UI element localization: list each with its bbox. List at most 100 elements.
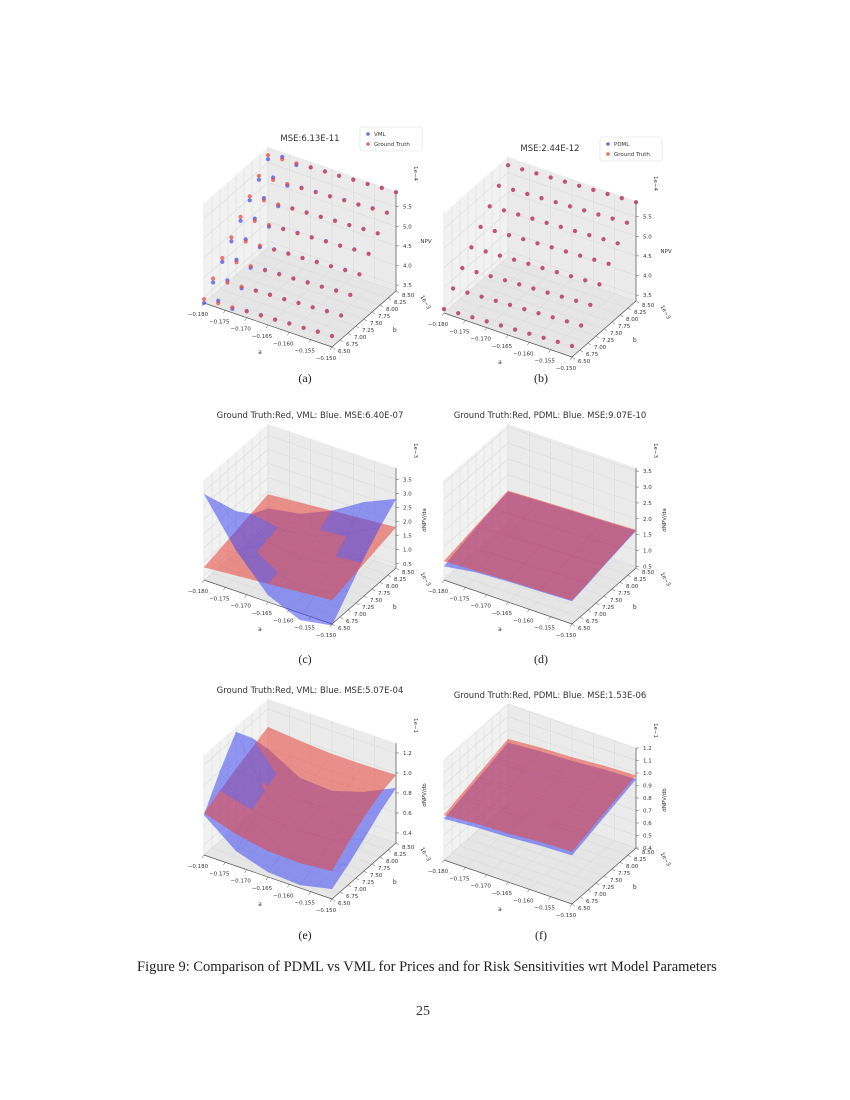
data-point bbox=[365, 181, 370, 187]
data-point bbox=[256, 173, 261, 178]
data-point bbox=[285, 181, 290, 187]
data-point bbox=[536, 311, 541, 316]
b-tick-label: 8.00 bbox=[626, 864, 639, 870]
b-tick-mark bbox=[619, 581, 624, 585]
data-point bbox=[555, 339, 560, 344]
b-tick-mark bbox=[579, 616, 584, 620]
b-tick-label: 6.75 bbox=[586, 619, 599, 625]
z-offset-text: 1e−4 bbox=[412, 166, 418, 181]
a-tick-label: −0.175 bbox=[449, 329, 470, 335]
surface-patch-ground-truth bbox=[587, 520, 637, 548]
a-tick-label: −0.165 bbox=[492, 344, 513, 350]
gridline-z bbox=[443, 211, 637, 269]
data-point bbox=[229, 235, 234, 240]
a-tick-label: −0.150 bbox=[556, 366, 577, 372]
b-tick-label: 7.25 bbox=[602, 338, 615, 344]
z-tick-label: 1.0 bbox=[403, 771, 412, 777]
data-point bbox=[225, 280, 230, 285]
data-point bbox=[553, 200, 558, 205]
data-point bbox=[535, 241, 540, 246]
b-tick-label: 6.75 bbox=[586, 352, 599, 358]
b-tick-label: 7.25 bbox=[362, 328, 375, 334]
z-offset-text: 1e−1 bbox=[412, 718, 418, 733]
gridline-b bbox=[211, 196, 341, 341]
a-tick-label: −0.180 bbox=[188, 312, 209, 318]
data-point bbox=[315, 329, 320, 334]
a-axis-label: a bbox=[258, 626, 262, 633]
data-point bbox=[347, 223, 352, 228]
data-point bbox=[574, 298, 579, 303]
data-point bbox=[252, 218, 257, 224]
z-tick-label: 1.2 bbox=[403, 751, 412, 757]
z-tick-label: 2.5 bbox=[643, 501, 652, 507]
data-point bbox=[451, 286, 456, 291]
b-tick-mark bbox=[595, 602, 600, 606]
data-point bbox=[239, 284, 244, 289]
data-point bbox=[393, 190, 399, 195]
chart-e: Ground Truth:Red, VML: Blue. MSE:5.07E-0… bbox=[188, 686, 432, 914]
data-point bbox=[610, 216, 615, 221]
data-point bbox=[322, 169, 327, 174]
b-tick-label: 7.75 bbox=[618, 591, 631, 597]
b-tick-label: 8.50 bbox=[642, 303, 655, 309]
b-tick-mark bbox=[619, 861, 624, 865]
data-point bbox=[469, 245, 474, 250]
b-tick-mark bbox=[347, 609, 352, 613]
z-tick-label: 0.5 bbox=[643, 834, 652, 840]
b-axis-label: b bbox=[633, 884, 637, 891]
z-axis-label: dNPV/da bbox=[422, 508, 428, 531]
data-point bbox=[272, 247, 277, 252]
a-tick-mark bbox=[441, 859, 445, 864]
b-tick-mark bbox=[371, 588, 376, 592]
z-tick-label: 3.5 bbox=[643, 469, 652, 475]
subplot-f: Ground Truth:Red, PDML: Blue. MSE:1.53E-… bbox=[428, 682, 672, 932]
a-tick-label: −0.180 bbox=[188, 589, 209, 595]
a-tick-mark bbox=[329, 898, 333, 903]
a-tick-mark bbox=[201, 854, 205, 859]
b-tick-mark bbox=[603, 595, 608, 599]
subplot-d: Ground Truth:Red, PDML: Blue. MSE:9.07E-… bbox=[428, 402, 672, 652]
data-point bbox=[521, 237, 526, 242]
data-point bbox=[277, 272, 282, 277]
data-point bbox=[549, 245, 554, 250]
gridline-z bbox=[203, 463, 397, 520]
legend-marker bbox=[366, 132, 370, 136]
b-tick-mark bbox=[603, 328, 608, 332]
subfigure-label-c: (c) bbox=[298, 652, 312, 666]
chart-d: Ground Truth:Red, PDML: Blue. MSE:9.07E-… bbox=[428, 411, 672, 639]
chart-f: Ground Truth:Red, PDML: Blue. MSE:1.53E-… bbox=[428, 691, 672, 919]
z-tick-label: 2.0 bbox=[643, 517, 652, 523]
data-point bbox=[238, 218, 243, 223]
gridline-z bbox=[443, 426, 637, 484]
data-point bbox=[370, 206, 375, 211]
gridline-z bbox=[203, 449, 397, 506]
data-point bbox=[484, 319, 489, 324]
gridline-z bbox=[203, 240, 397, 298]
data-point bbox=[308, 165, 313, 170]
legend: VML Ground Truth bbox=[359, 126, 423, 152]
b-tick-mark bbox=[635, 300, 640, 304]
b-offset-text: 1e−3 bbox=[659, 852, 672, 868]
data-point bbox=[564, 319, 569, 324]
b-tick-label: 7.50 bbox=[370, 321, 383, 327]
data-point bbox=[597, 282, 602, 287]
a-tick-label: −0.180 bbox=[188, 864, 209, 870]
data-point bbox=[262, 268, 268, 273]
z-tick-label: 0.8 bbox=[403, 791, 412, 797]
data-point bbox=[498, 323, 503, 328]
data-point bbox=[253, 288, 258, 293]
gridline-b bbox=[451, 473, 581, 618]
b-tick-mark bbox=[331, 623, 336, 627]
a-tick-label: −0.165 bbox=[492, 891, 513, 897]
surface-patch-vml bbox=[299, 863, 349, 890]
b-tick-label: 6.50 bbox=[578, 906, 591, 912]
legend-box bbox=[599, 136, 663, 162]
b-tick-mark bbox=[587, 609, 592, 613]
data-point bbox=[507, 302, 513, 307]
data-point bbox=[460, 265, 465, 271]
data-point bbox=[256, 177, 261, 182]
b-tick-mark bbox=[627, 307, 632, 311]
a-tick-mark bbox=[527, 889, 530, 893]
subfigure-label-b: (b) bbox=[534, 371, 548, 385]
